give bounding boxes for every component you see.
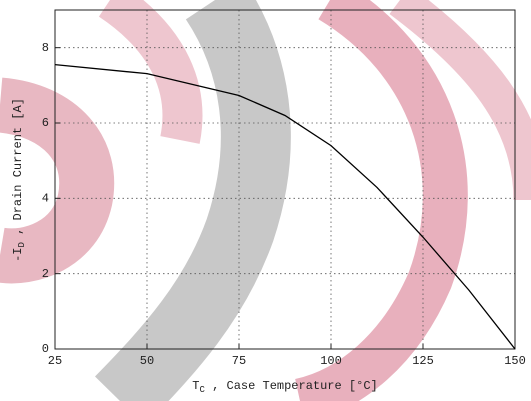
x-tick-label: 50 [140, 354, 154, 368]
x-label-rest: , Case Temperature [°C] [205, 379, 378, 393]
y-tick-label: 6 [42, 116, 49, 130]
x-tick-label: 75 [232, 354, 246, 368]
watermark-shape [294, 0, 468, 401]
y-axis-label: -ID , Drain Current [A] [11, 98, 27, 262]
x-tick-label: 100 [320, 354, 342, 368]
x-axis-label: TC , Case Temperature [°C] [192, 379, 377, 395]
x-tick-label: 150 [504, 354, 526, 368]
y-label-main: -I [11, 248, 25, 262]
y-tick-label: 2 [42, 267, 49, 281]
x-tick-label: 25 [48, 354, 62, 368]
y-tick-label: 4 [42, 192, 49, 206]
watermark-shape [389, 0, 531, 201]
plot-frame [54, 9, 516, 350]
y-label-rest: , Drain Current [A] [11, 98, 25, 242]
watermark-shape [95, 0, 291, 401]
x-label-main: T [192, 379, 199, 393]
y-tick-label: 0 [42, 342, 49, 356]
watermark-shape [0, 77, 115, 284]
x-label-sub: C [199, 385, 205, 395]
y-tick-label: 8 [42, 41, 49, 55]
watermark-shape [98, 0, 203, 144]
curve [54, 63, 516, 350]
x-tick-label: 125 [412, 354, 434, 368]
y-label-sub: D [17, 242, 27, 247]
